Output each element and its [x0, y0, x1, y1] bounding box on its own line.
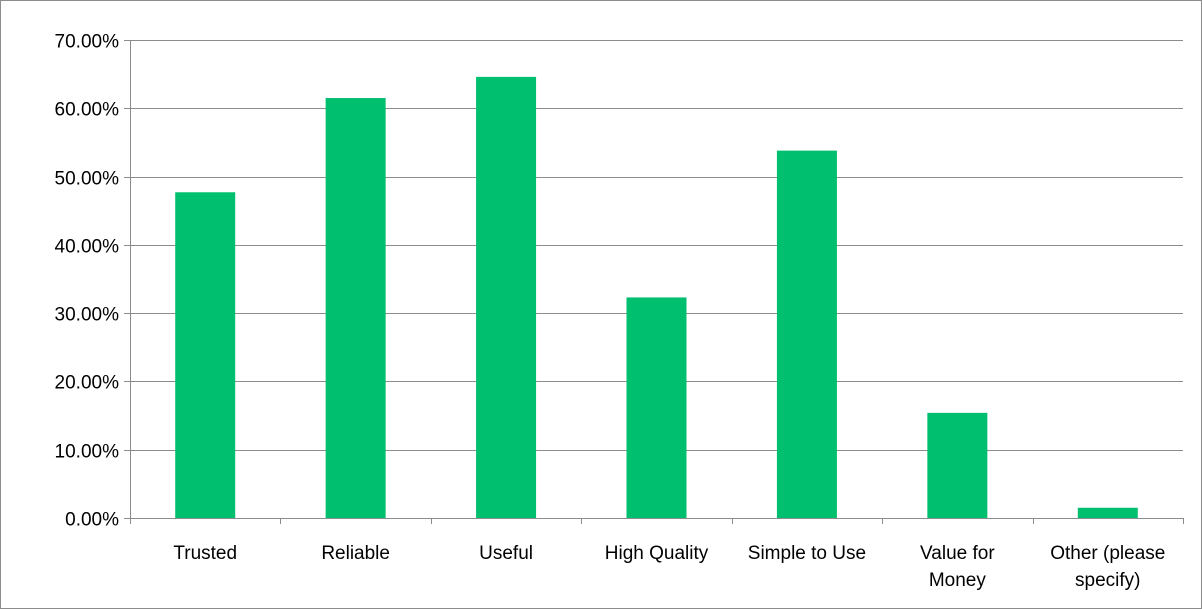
x-tick-label-line: Useful [479, 543, 533, 564]
x-tick-label: Trusted [173, 543, 237, 564]
bar [325, 98, 386, 519]
y-tick-label: 40.00% [55, 237, 120, 258]
x-tick-label-line: Reliable [321, 543, 390, 564]
x-tick-label-line: Other (please [1050, 543, 1165, 564]
x-tick-label: High Quality [605, 543, 709, 564]
gridlines [130, 40, 1183, 451]
y-tick-label: 0.00% [65, 510, 119, 531]
y-tick-label: 60.00% [55, 100, 120, 121]
bar [476, 76, 537, 519]
x-tick-label: Other (please specify) [1050, 543, 1165, 591]
bar [626, 297, 687, 518]
bar [175, 192, 236, 518]
x-tick-label-line: Simple to Use [748, 543, 866, 564]
x-tick-label-line: specify) [1075, 570, 1140, 591]
y-tick-label: 20.00% [55, 373, 120, 394]
x-tick-label-line: Trusted [173, 543, 237, 564]
bar [1077, 507, 1138, 518]
y-tick-label: 70.00% [55, 32, 120, 53]
axes [124, 40, 1184, 524]
y-tick-labels: 0.00% 10.00% 20.00% 30.00% 40.00% 50.00% 60.00… [55, 32, 120, 531]
x-tick-label-line: Value for [920, 543, 995, 564]
y-tick-label: 10.00% [55, 442, 120, 463]
x-tick-label: Value for Money [920, 543, 995, 591]
x-tick-label: Useful [479, 543, 533, 564]
x-tick-label-line: Money [929, 570, 987, 591]
x-tick-label: Simple to Use [748, 543, 866, 564]
x-tick-label-line: High Quality [605, 543, 709, 564]
x-tick-labels: Trusted Reliable Useful High Quality Simple … [173, 543, 1165, 591]
y-tick-label: 50.00% [55, 169, 120, 190]
bar [776, 150, 837, 518]
x-tick-label: Reliable [321, 543, 390, 564]
bar [927, 412, 988, 518]
bars [175, 76, 1138, 519]
y-tick-label: 30.00% [55, 305, 120, 326]
